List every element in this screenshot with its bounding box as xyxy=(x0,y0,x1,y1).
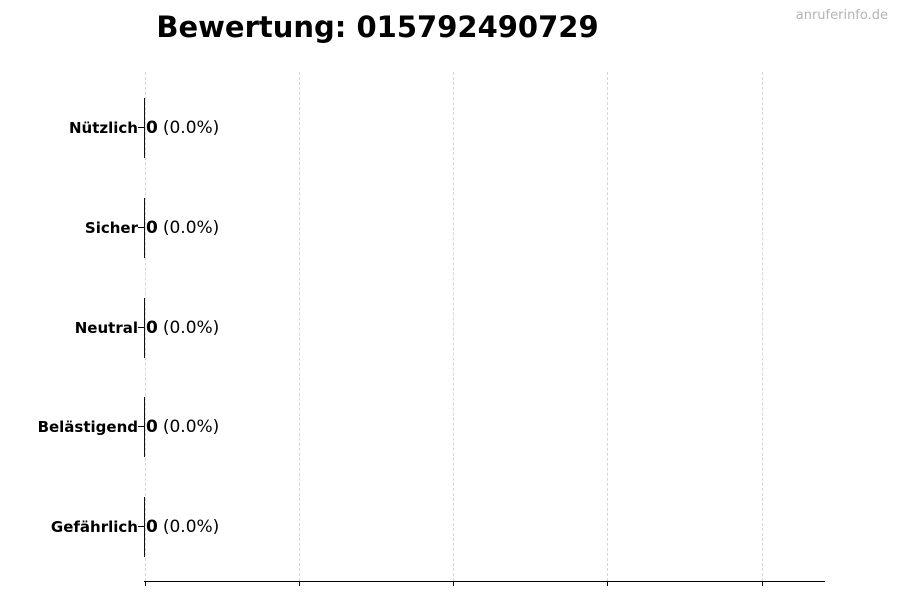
bar-nuetzlich xyxy=(144,98,145,158)
site-watermark: anruferinfo.de xyxy=(795,8,888,23)
bar-count-gefaehrlich: 0 xyxy=(146,517,158,537)
gridline-x-3 xyxy=(607,72,608,581)
bar-count-sicher: 0 xyxy=(146,218,158,238)
bar-percent-belaestigend: (0.0%) xyxy=(162,417,220,437)
bar-percent-gefaehrlich: (0.0%) xyxy=(162,517,220,537)
bar-neutral xyxy=(144,298,145,358)
gridline-x-2 xyxy=(453,72,454,581)
gridline-x-0 xyxy=(145,72,146,581)
bar-count-neutral: 0 xyxy=(146,318,158,338)
x-axis-tick-4 xyxy=(762,581,763,586)
bar-gefaehrlich xyxy=(144,497,145,557)
bar-percent-neutral: (0.0%) xyxy=(162,318,220,338)
x-axis-tick-3 xyxy=(607,581,608,586)
x-axis-spine xyxy=(144,581,825,582)
category-label-neutral: Neutral xyxy=(74,319,138,337)
x-axis-tick-1 xyxy=(299,581,300,586)
y-axis-tick-2 xyxy=(138,327,144,329)
x-axis-tick-2 xyxy=(453,581,454,586)
category-label-gefaehrlich: Gefährlich xyxy=(50,518,138,536)
bar-count-belaestigend: 0 xyxy=(146,417,158,437)
y-axis-tick-4 xyxy=(138,526,144,528)
gridline-x-4 xyxy=(762,72,763,581)
y-axis-tick-1 xyxy=(138,227,144,229)
bar-sicher xyxy=(144,198,145,258)
bar-count-nuetzlich: 0 xyxy=(146,118,158,138)
bar-value-group-nuetzlich: 0 (0.0%) xyxy=(146,117,219,139)
bar-value-group-neutral: 0 (0.0%) xyxy=(146,317,219,339)
bar-value-group-sicher: 0 (0.0%) xyxy=(146,217,219,239)
chart-title: Bewertung: 015792490729 xyxy=(156,10,599,44)
y-axis-tick-0 xyxy=(138,127,144,129)
bar-belaestigend xyxy=(144,397,145,457)
bar-value-group-gefaehrlich: 0 (0.0%) xyxy=(146,516,219,538)
bar-percent-sicher: (0.0%) xyxy=(162,218,220,238)
category-label-sicher: Sicher xyxy=(84,219,138,237)
bar-percent-nuetzlich: (0.0%) xyxy=(162,118,220,138)
category-label-nuetzlich: Nützlich xyxy=(69,119,138,137)
y-axis-tick-3 xyxy=(138,426,144,428)
bar-value-group-belaestigend: 0 (0.0%) xyxy=(146,416,219,438)
x-axis-tick-0 xyxy=(145,581,146,586)
category-label-belaestigend: Belästigend xyxy=(37,418,138,436)
gridline-x-1 xyxy=(299,72,300,581)
